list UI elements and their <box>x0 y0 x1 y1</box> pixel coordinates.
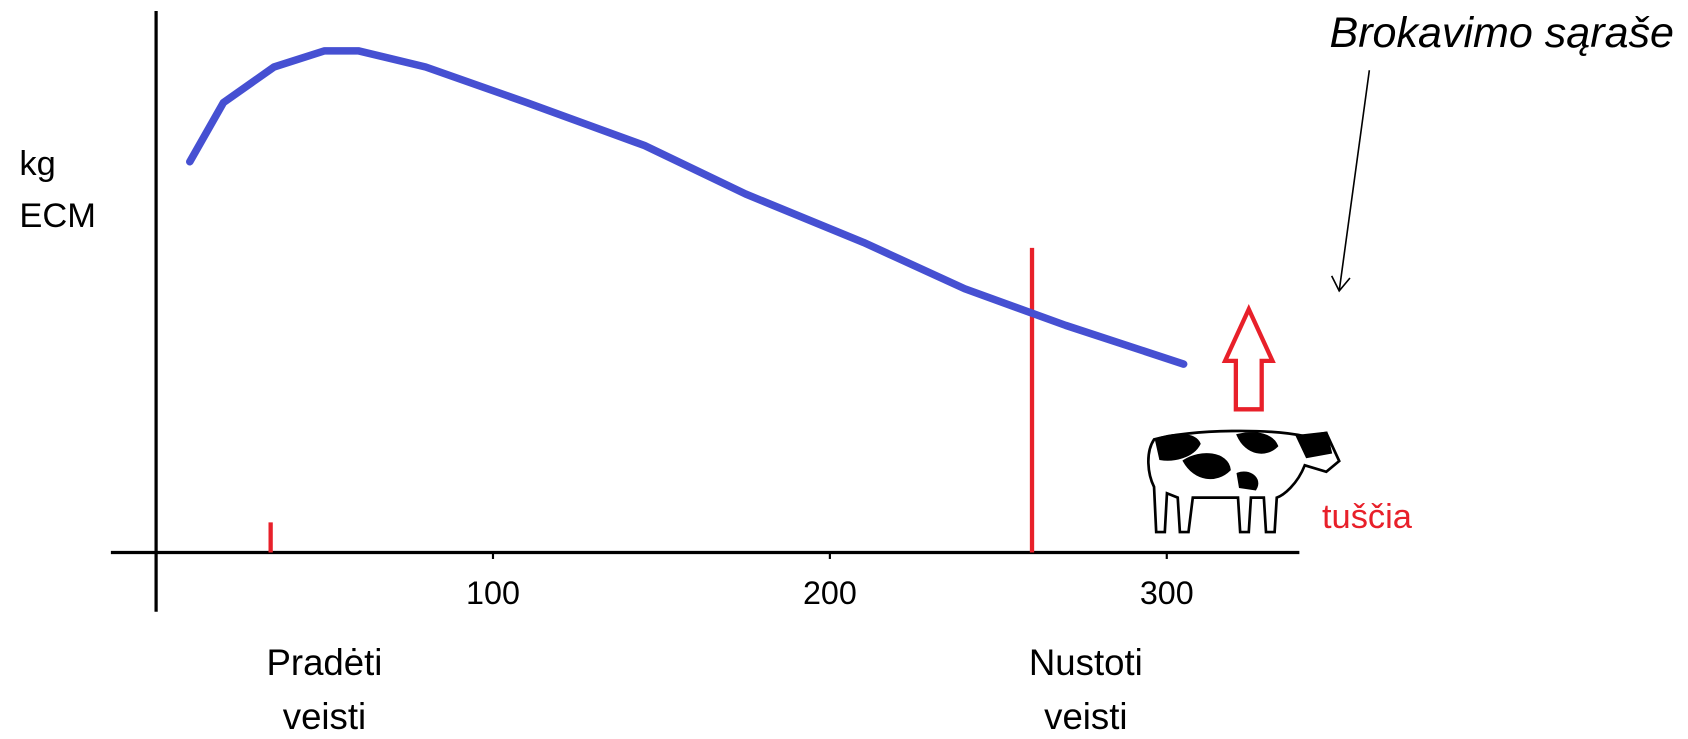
y-axis-label: kg <box>19 145 55 183</box>
annotation-arrow <box>1330 70 1371 293</box>
x-tick-label: 100 <box>466 575 520 611</box>
status-annotation: tuščia <box>1322 498 1413 536</box>
y-axis-label: ECM <box>19 197 96 235</box>
x-tick-label: 200 <box>803 575 857 611</box>
marker-label: Pradėti <box>266 642 382 683</box>
line-series <box>186 47 1188 368</box>
marker-label: Nustoti <box>1029 642 1143 683</box>
x-tick-label: 300 <box>1140 575 1194 611</box>
marker-label: veisti <box>1044 696 1127 737</box>
culling-annotation: Brokavimo sąraše <box>1329 9 1674 57</box>
up-arrow <box>1221 304 1276 412</box>
marker-label: veisti <box>283 696 366 737</box>
cow-icon <box>1147 429 1341 534</box>
